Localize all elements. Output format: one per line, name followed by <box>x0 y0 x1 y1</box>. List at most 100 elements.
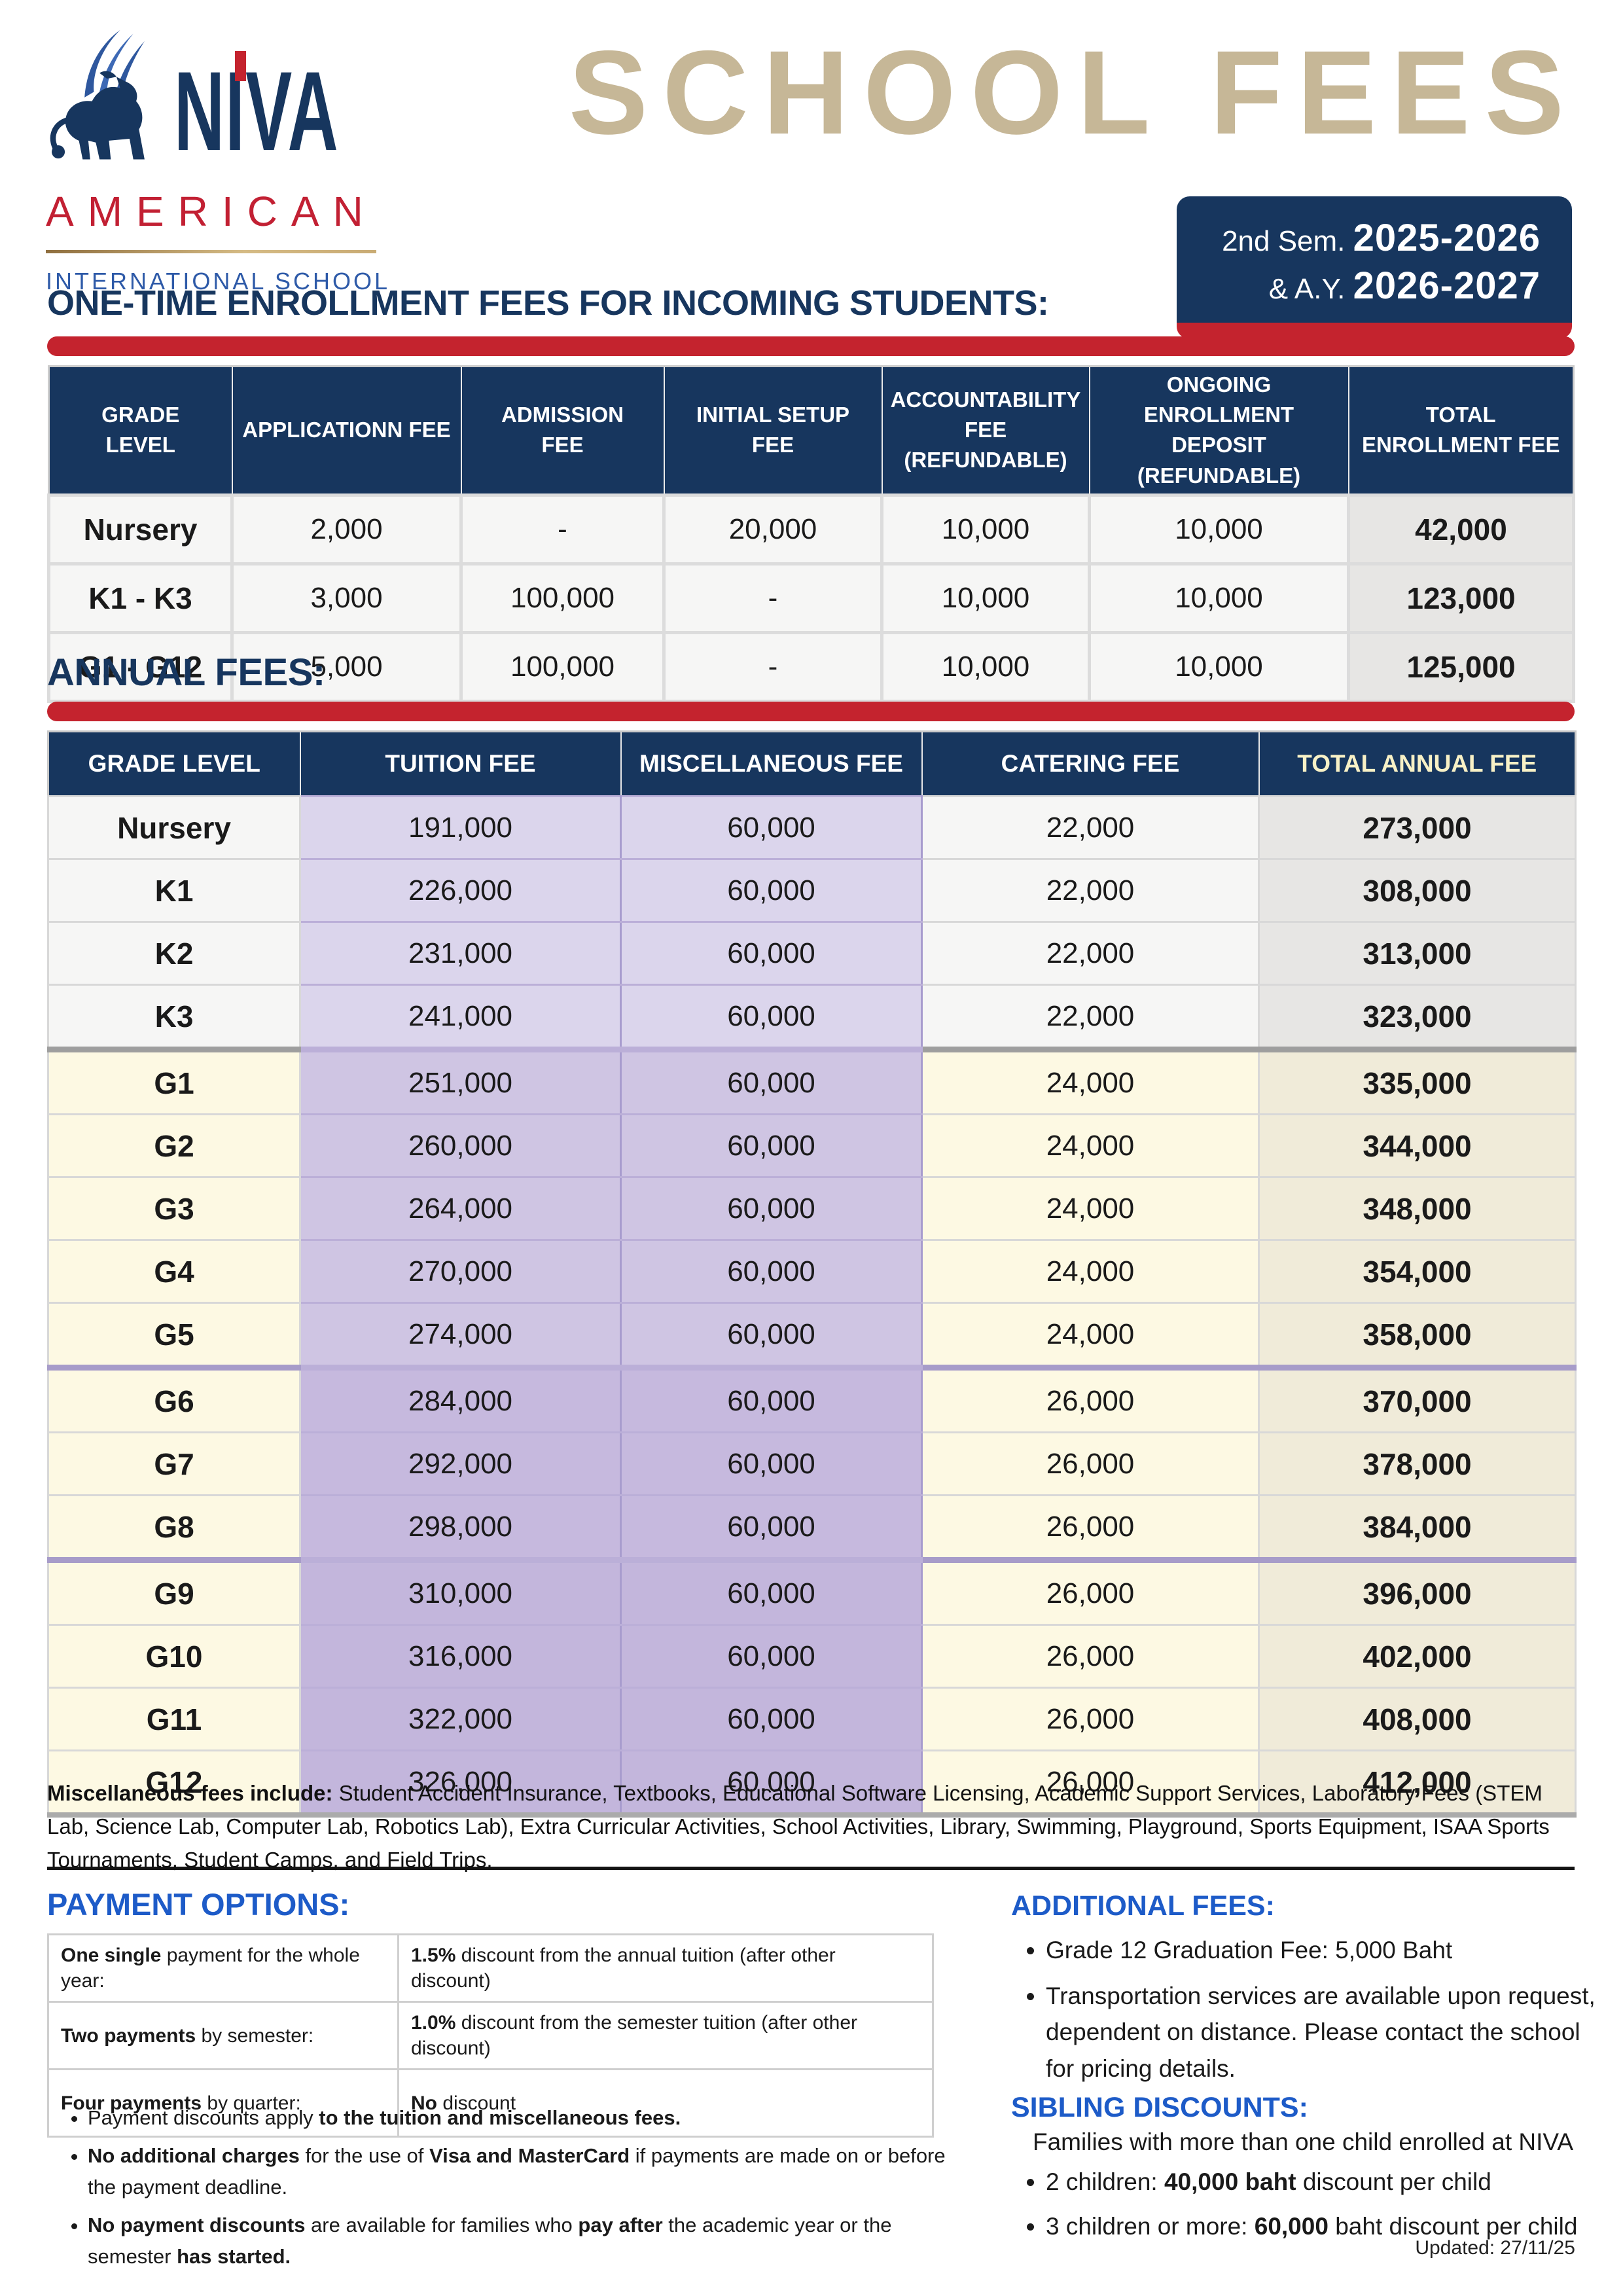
term-badge-body: 2nd Sem. 2025-2026 & A.Y. 2026-2027 <box>1177 196 1572 323</box>
table-row: G11 322,000 60,000 26,000 408,000 <box>47 1687 1577 1751</box>
col-header-miscellaneous-fee: MISCELLANEOUS FEE <box>620 730 923 797</box>
total-cell: 354,000 <box>1258 1239 1577 1304</box>
table-row: Nursery 2,000 - 20,000 10,000 10,000 42,… <box>47 493 1575 565</box>
grade-cell: K2 <box>47 921 301 986</box>
detail-rest: discount from the annual tuition (after … <box>411 1945 836 1992</box>
detail-bold: 1.5% <box>411 1945 456 1966</box>
misc-cell: 60,000 <box>620 1113 923 1178</box>
col-header-admission-fee: ADMISSION FEE <box>460 365 665 496</box>
misc-cell: 60,000 <box>620 921 923 986</box>
table-row: G2 260,000 60,000 24,000 344,000 <box>47 1113 1577 1178</box>
total-cell: 313,000 <box>1258 921 1577 986</box>
list-item: Payment discounts apply to the tuition a… <box>88 2102 958 2134</box>
grade-cell: G5 <box>47 1302 301 1369</box>
grade-cell: G12 <box>47 1749 301 1816</box>
option-rest: by semester: <box>196 2024 314 2047</box>
list-item: No payment discounts are available for f… <box>88 2210 958 2272</box>
note-bold: Visa and MasterCard <box>429 2144 630 2168</box>
griffin-logo-icon <box>46 26 170 170</box>
grade-cell: G9 <box>47 1557 301 1626</box>
col-header-total-enrollment-fee: TOTAL ENROLLMENT FEE <box>1347 365 1575 496</box>
table-row: G3 264,000 60,000 24,000 348,000 <box>47 1176 1577 1241</box>
payment-detail-cell: No discount <box>397 2068 934 2138</box>
total-cell: 358,000 <box>1258 1302 1577 1369</box>
sibling-text: 2 children: <box>1046 2168 1164 2195</box>
term-badge-red-strip <box>1177 323 1572 338</box>
table-row: Four payments by quarter: No discount <box>47 2068 934 2138</box>
misc-cell: 60,000 <box>620 1624 923 1689</box>
accountability-fee-cell: 10,000 <box>880 493 1091 565</box>
miscellaneous-fees-note: Miscellaneous fees include: Student Acci… <box>47 1776 1575 1876</box>
table-row: G9 310,000 60,000 26,000 396,000 <box>47 1557 1577 1626</box>
table-row: K2 231,000 60,000 22,000 313,000 <box>47 921 1577 986</box>
updated-date: Updated: 27/11/25 <box>1415 2237 1575 2259</box>
option-bold: One single <box>61 1945 162 1966</box>
catering-cell: 26,000 <box>921 1365 1260 1433</box>
note-bold: has started. <box>177 2245 291 2269</box>
sibling-bold: 60,000 <box>1254 2212 1329 2240</box>
annual-fees-heading: ANNUAL FEES: <box>47 651 325 694</box>
grade-cell: G10 <box>47 1624 301 1689</box>
total-cell: 412,000 <box>1258 1749 1577 1816</box>
misc-cell: 60,000 <box>620 1239 923 1304</box>
list-item: Transportation services are available up… <box>1046 1978 1609 2087</box>
grade-cell: G7 <box>47 1431 301 1496</box>
note-text: the academic year or the semester <box>88 2214 892 2269</box>
misc-cell: 60,000 <box>620 1494 923 1561</box>
total-cell: 123,000 <box>1347 562 1575 634</box>
table-header-row: GRADE LEVEL TUITION FEE MISCELLANEOUS FE… <box>47 730 1577 797</box>
total-cell: 402,000 <box>1258 1624 1577 1689</box>
grade-cell: G3 <box>47 1176 301 1241</box>
term-line2-label: & A.Y. <box>1268 272 1353 305</box>
tuition-cell: 270,000 <box>299 1239 622 1304</box>
red-divider-bar <box>47 702 1575 721</box>
setup-fee-cell: - <box>662 562 883 634</box>
sibling-discounts-intro: Families with more than one child enroll… <box>1033 2128 1574 2155</box>
tuition-cell: 226,000 <box>299 858 622 923</box>
payment-detail-cell: 1.5% discount from the annual tuition (a… <box>397 1933 934 2003</box>
misc-cell: 60,000 <box>620 795 923 860</box>
catering-cell: 24,000 <box>921 1302 1260 1369</box>
note-text: for the use of <box>299 2144 430 2168</box>
tuition-cell: 292,000 <box>299 1431 622 1496</box>
catering-cell: 22,000 <box>921 984 1260 1050</box>
catering-cell: 22,000 <box>921 795 1260 860</box>
payment-option-cell: Two payments by semester: <box>47 2001 399 2070</box>
tuition-cell: 260,000 <box>299 1113 622 1178</box>
page-title: SCHOOL FEES <box>568 26 1578 159</box>
sibling-discounts-list: 2 children: 40,000 baht discount per chi… <box>1022 2164 1623 2252</box>
application-fee-cell: 3,000 <box>230 562 463 634</box>
tuition-cell: 298,000 <box>299 1494 622 1561</box>
tuition-cell: 326,000 <box>299 1749 622 1816</box>
col-header-accountability-fee: ACCOUNTABILITY FEE (REFUNDABLE) <box>881 365 1090 496</box>
catering-cell: 22,000 <box>921 858 1260 923</box>
grade-cell: G6 <box>47 1365 301 1433</box>
sibling-text: baht discount per child <box>1328 2212 1578 2240</box>
total-cell: 308,000 <box>1258 858 1577 923</box>
catering-cell: 24,000 <box>921 1239 1260 1304</box>
total-cell: 125,000 <box>1347 630 1575 703</box>
table-row: K1 - K3 3,000 100,000 - 10,000 10,000 12… <box>47 562 1575 634</box>
total-cell: 370,000 <box>1258 1365 1577 1433</box>
payment-detail-cell: 1.0% discount from the semester tuition … <box>397 2001 934 2070</box>
one-time-fees-heading: ONE-TIME ENROLLMENT FEES FOR INCOMING ST… <box>47 283 1049 323</box>
table-row: G12 326,000 60,000 26,000 412,000 <box>47 1749 1577 1816</box>
misc-cell: 60,000 <box>620 1749 923 1816</box>
col-header-catering-fee: CATERING FEE <box>921 730 1260 797</box>
total-cell: 378,000 <box>1258 1431 1577 1496</box>
table-row: G1 251,000 60,000 24,000 335,000 <box>47 1047 1577 1115</box>
note-bold: No additional charges <box>88 2144 300 2168</box>
list-item: Grade 12 Graduation Fee: 5,000 Baht <box>1046 1932 1609 1969</box>
misc-cell: 60,000 <box>620 1047 923 1115</box>
grade-cell: G1 - G12 <box>47 630 234 703</box>
misc-note-text: Student Accident Insurance, Textbooks, E… <box>47 1781 1550 1873</box>
note-text: if payments are made on or before the pa… <box>88 2144 946 2199</box>
tuition-cell: 310,000 <box>299 1557 622 1626</box>
application-fee-cell: 2,000 <box>230 493 463 565</box>
note-bold: pay after <box>578 2214 663 2237</box>
grade-cell: G4 <box>47 1239 301 1304</box>
option-bold: Two payments <box>61 2024 196 2047</box>
detail-rest: discount <box>437 2092 516 2114</box>
misc-cell: 60,000 <box>620 1176 923 1241</box>
accountability-fee-cell: 10,000 <box>880 630 1091 703</box>
